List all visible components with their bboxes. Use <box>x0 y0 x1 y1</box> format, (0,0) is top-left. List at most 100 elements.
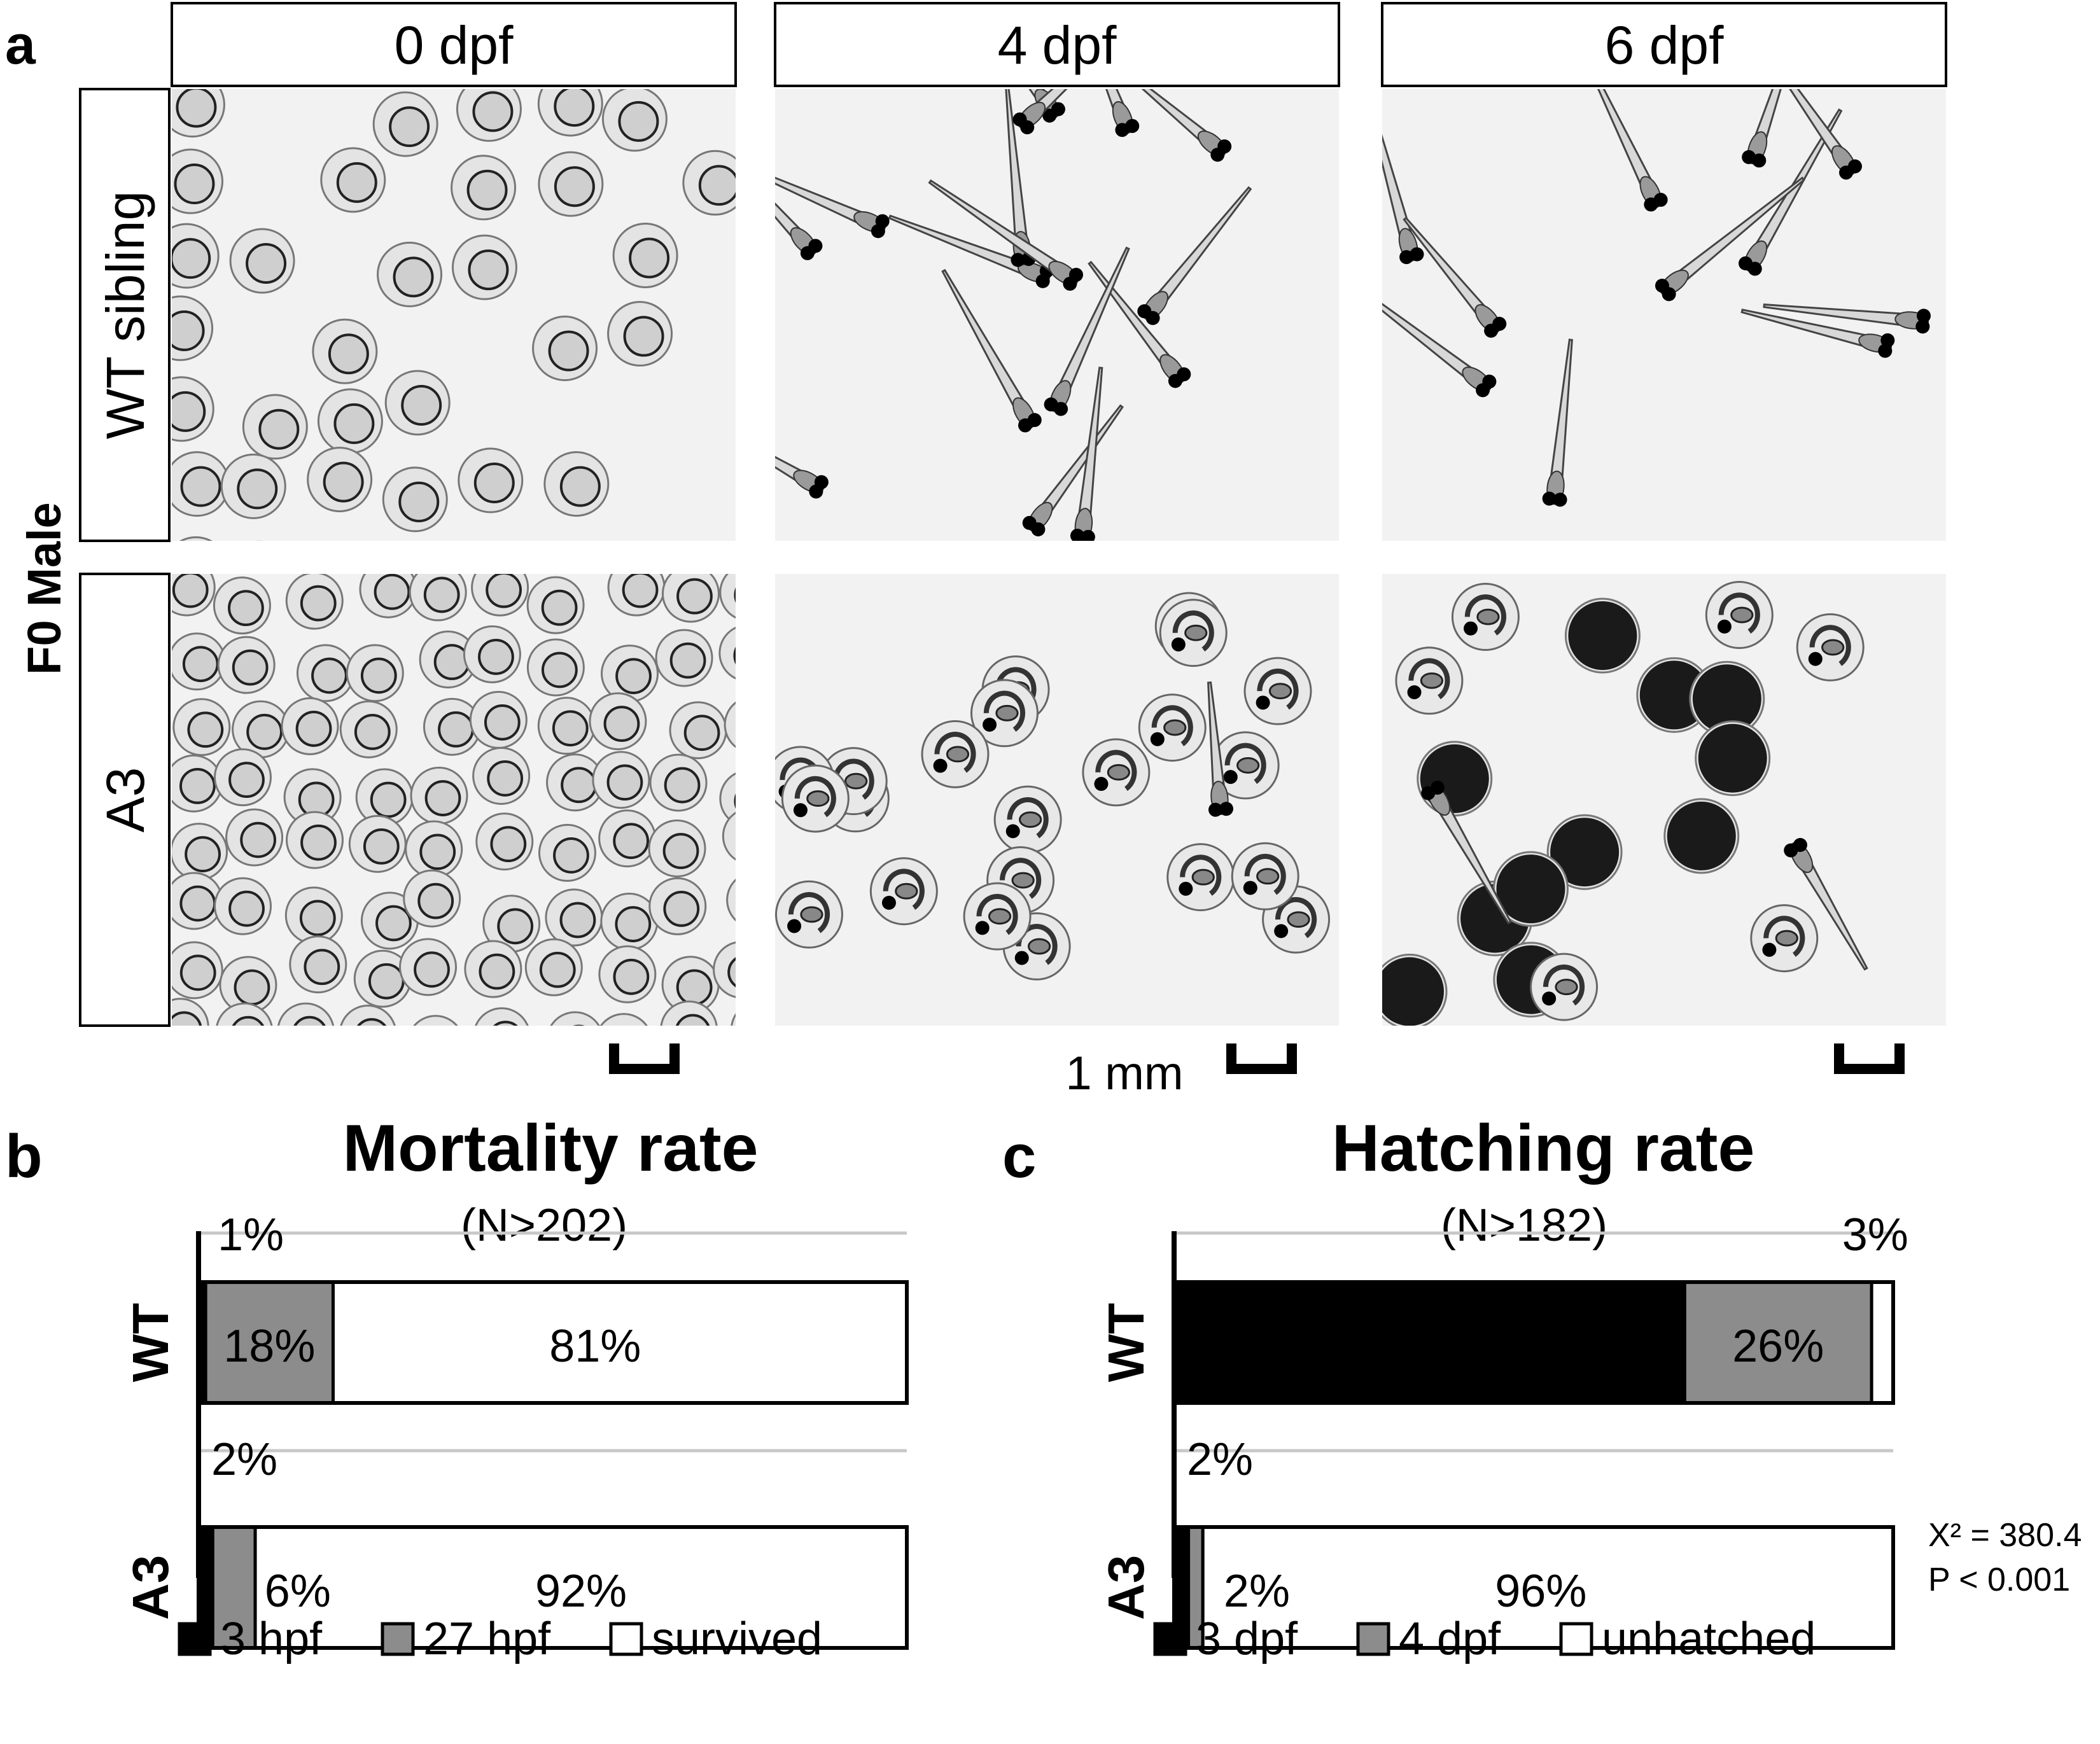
embryo-yolk <box>734 587 736 603</box>
embryo-yolk <box>615 906 652 942</box>
panel-c-subtitle: (N>182) <box>1441 1200 1607 1251</box>
embryo-yolk <box>490 826 527 863</box>
legend-label: survived <box>652 1614 822 1664</box>
embryo-yolk <box>300 585 337 622</box>
egg-chorion <box>722 811 736 861</box>
data-label: 2% <box>1187 1434 1253 1485</box>
embryo-yolk <box>414 951 450 988</box>
embryo-yolk <box>541 589 578 626</box>
embryo-yolk <box>740 711 774 744</box>
embryo-yolk <box>299 900 336 937</box>
embryo-yolk <box>734 793 736 809</box>
row-label-wt-sibling: WT sibling <box>95 191 155 440</box>
legend-label: 27 hpf <box>423 1614 551 1664</box>
embryo-yolk <box>228 590 264 627</box>
embryo-yolk <box>323 461 364 503</box>
embryo-yolk <box>548 330 589 372</box>
embryo-yolk <box>664 767 701 804</box>
micrograph-background <box>775 89 1339 541</box>
legend-swatch <box>381 1622 415 1656</box>
embryo-yolk <box>228 890 265 927</box>
embryo-yolk <box>554 89 595 127</box>
embryo-yolk <box>683 715 720 751</box>
legend-label: 3 hpf <box>220 1614 323 1664</box>
legend-swatch <box>1559 1622 1593 1656</box>
embryo-yolk <box>417 882 454 919</box>
embryo-yolk <box>187 711 224 748</box>
larva <box>928 179 1084 291</box>
p-value-stat: P < 0.001 <box>1928 1561 2070 1598</box>
dead-embryo <box>1692 664 1761 734</box>
data-label: 18% <box>223 1321 315 1372</box>
dead-embryo <box>1698 723 1767 793</box>
embryo-yolk <box>234 969 270 1006</box>
larva <box>775 419 829 499</box>
embryo-yolk <box>573 1024 585 1026</box>
larva <box>1755 89 1862 180</box>
embryo-yolk <box>311 657 347 694</box>
embryo-yolk <box>172 391 206 432</box>
panel-b-subtitle: (N>202) <box>461 1200 627 1251</box>
larva <box>1382 276 1497 398</box>
embryo-yolk <box>487 760 524 797</box>
category-label: A3 <box>122 1555 179 1620</box>
embryo-yolk <box>328 333 369 375</box>
embryo-yolk <box>232 649 269 686</box>
larva <box>1581 89 1668 212</box>
embryo-yolk <box>179 767 216 804</box>
dead-embryo <box>1639 660 1709 730</box>
embryo-yolk <box>559 466 601 507</box>
legend-swatch <box>1153 1622 1187 1656</box>
embryo-yolk <box>623 316 664 357</box>
bar-segment-unhatched <box>1201 1525 1895 1650</box>
embryo-yolk <box>676 1014 710 1026</box>
panel-c-letter: c <box>1002 1122 1036 1190</box>
panel-a-letter: a <box>5 15 36 76</box>
embryo-yolk <box>472 91 514 132</box>
bar-segment-27-hpf <box>211 1525 257 1650</box>
larva <box>1137 186 1252 325</box>
data-label: 26% <box>1732 1321 1824 1372</box>
embryo-yolk <box>497 908 534 945</box>
micrograph-wt-6dpf <box>1382 89 1946 541</box>
larva <box>1012 89 1139 135</box>
embryo-yolk <box>479 953 515 990</box>
larva <box>1542 338 1573 507</box>
column-header-6dpf: 6 dpf <box>1605 15 1724 75</box>
larva <box>1075 89 1140 137</box>
embryo-yolk <box>676 969 713 1006</box>
column-header-box-6dpf <box>1381 2 1947 87</box>
larva <box>1070 366 1103 541</box>
egg-chorion <box>726 878 736 922</box>
embryo-yolk <box>746 1015 780 1049</box>
embryo-yolk <box>176 89 217 128</box>
larva <box>1740 309 1895 358</box>
embryo-yolk <box>468 249 509 291</box>
embryo-yolk <box>172 310 205 351</box>
micrograph-wt-4dpf <box>775 89 1339 541</box>
data-label: 6% <box>265 1566 331 1617</box>
egg-chorion <box>713 941 736 998</box>
embryo-yolk <box>293 1015 326 1026</box>
legend-label: unhatched <box>1602 1614 1816 1664</box>
mortality-chart: WT A3 1% 18% 81% 2% 6% 92% 3 hpf 27 hpf survived <box>122 1210 909 1664</box>
larva <box>1005 89 1036 267</box>
data-label: 71% <box>1383 1321 1475 1372</box>
column-header-0dpf: 0 dpf <box>395 15 514 75</box>
embryo-yolk <box>603 706 640 743</box>
panel-c-title: Hatching rate <box>1332 1112 1755 1185</box>
embryo-yolk <box>738 822 772 856</box>
larva <box>1207 681 1233 817</box>
embryo-yolk <box>228 762 265 799</box>
legend-swatch <box>609 1622 643 1656</box>
data-label: 3% <box>1842 1210 1908 1260</box>
embryo-yolk <box>424 780 461 816</box>
scale-bar-label: 1 mm <box>1066 1047 1184 1099</box>
embryo-yolk <box>663 890 700 927</box>
embryo-yolk <box>375 905 412 942</box>
embryo-yolk <box>698 165 736 206</box>
embryo-yolk <box>180 466 221 507</box>
embryo-yolk <box>561 767 597 804</box>
egg-chorion <box>599 1013 648 1026</box>
